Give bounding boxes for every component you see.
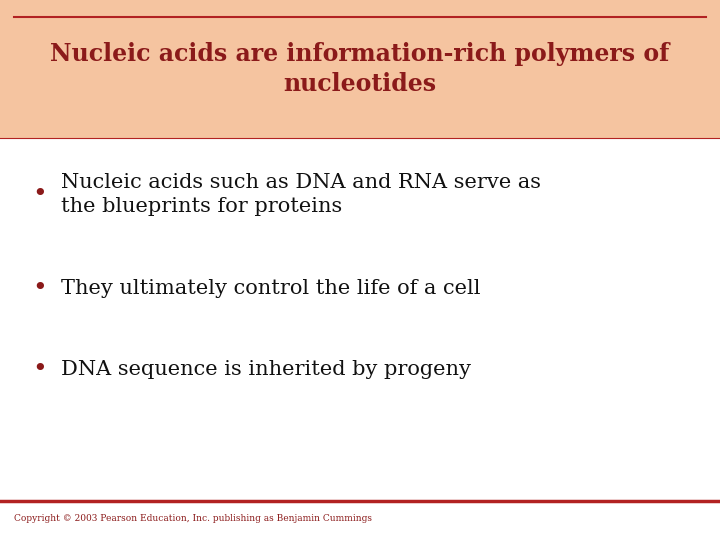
FancyBboxPatch shape (0, 0, 720, 138)
Text: Nucleic acids are information-rich polymers of
nucleotides: Nucleic acids are information-rich polym… (50, 42, 670, 96)
Text: Nucleic acids such as DNA and RNA serve as
the blueprints for proteins: Nucleic acids such as DNA and RNA serve … (61, 173, 541, 216)
Text: •: • (32, 183, 47, 206)
Text: They ultimately control the life of a cell: They ultimately control the life of a ce… (61, 279, 481, 299)
Text: •: • (32, 278, 47, 300)
Text: DNA sequence is inherited by progeny: DNA sequence is inherited by progeny (61, 360, 471, 380)
Text: Copyright © 2003 Pearson Education, Inc. publishing as Benjamin Cummings: Copyright © 2003 Pearson Education, Inc.… (14, 514, 372, 523)
Text: •: • (32, 359, 47, 381)
